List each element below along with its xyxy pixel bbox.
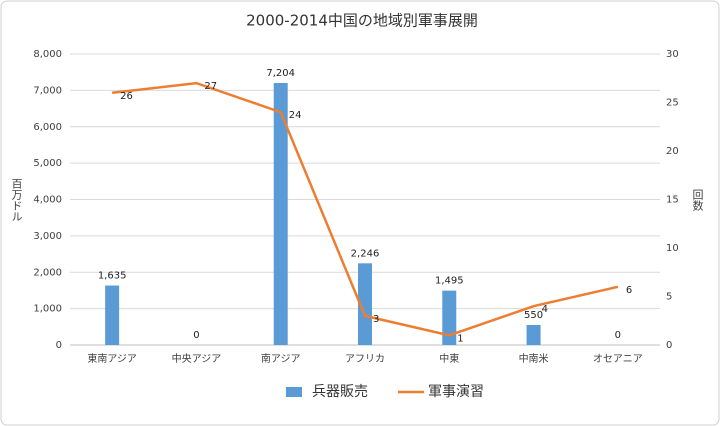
x-tick-label: アフリカ	[345, 353, 385, 365]
y-tick-label: 7,000	[33, 85, 62, 96]
legend-label: 軍事演習	[428, 384, 484, 400]
bar-value-label: 0	[193, 330, 199, 341]
y-tick-label: 1,000	[33, 304, 62, 315]
bar-value-label: 2,246	[351, 248, 380, 259]
chart-title: 2000-2014中国の地域別軍事展開	[246, 12, 478, 30]
bar-value-label: 7,204	[266, 68, 295, 79]
line-value-label: 26	[120, 91, 133, 102]
x-tick-label: 中南米	[519, 352, 549, 365]
y2-axis-label: 回数	[691, 189, 704, 212]
y2-tick-label: 15	[666, 195, 679, 206]
bar	[526, 324, 541, 345]
bar-value-label: 550	[524, 310, 543, 321]
y2-tick-label: 20	[666, 146, 679, 157]
y-axis-label: 百万ドル	[10, 178, 23, 222]
x-tick-label: オセアニア	[593, 353, 643, 365]
x-tick-label: 中央アジア	[172, 352, 222, 365]
line-value-label: 27	[204, 81, 217, 92]
y2-tick-label: 0	[666, 340, 672, 351]
bar-value-label: 1,635	[98, 271, 127, 282]
bar-value-label: 1,495	[435, 276, 464, 287]
y2-tick-label: 25	[666, 98, 679, 109]
legend-swatch	[286, 387, 302, 397]
y-tick-label: 8,000	[33, 49, 62, 60]
y-tick-label: 6,000	[33, 122, 62, 133]
y2-tick-label: 30	[666, 49, 679, 60]
x-tick-label: 東南アジア	[87, 352, 137, 365]
y2-tick-label: 5	[666, 292, 672, 303]
line-value-label: 3	[373, 314, 379, 325]
bar	[358, 263, 372, 345]
line-value-label: 24	[289, 110, 302, 121]
x-tick-label: 南アジア	[261, 352, 301, 365]
line-value-label: 4	[542, 304, 548, 315]
bar	[442, 290, 457, 345]
y-tick-label: 4,000	[33, 195, 62, 206]
x-tick-label: 中東	[439, 352, 459, 365]
y-tick-label: 3,000	[33, 231, 62, 242]
line	[112, 81, 619, 337]
y2-tick-label: 10	[666, 243, 679, 254]
legend-label: 兵器販売	[312, 384, 368, 400]
bar	[273, 82, 288, 345]
y-tick-label: 5,000	[33, 158, 62, 169]
line-value-label: 6	[626, 285, 632, 296]
y-tick-label: 2,000	[33, 267, 62, 278]
line-value-label: 1	[457, 333, 463, 344]
y-tick-label: 0	[56, 340, 62, 351]
bar	[105, 285, 120, 345]
bar-value-label: 0	[615, 330, 621, 341]
